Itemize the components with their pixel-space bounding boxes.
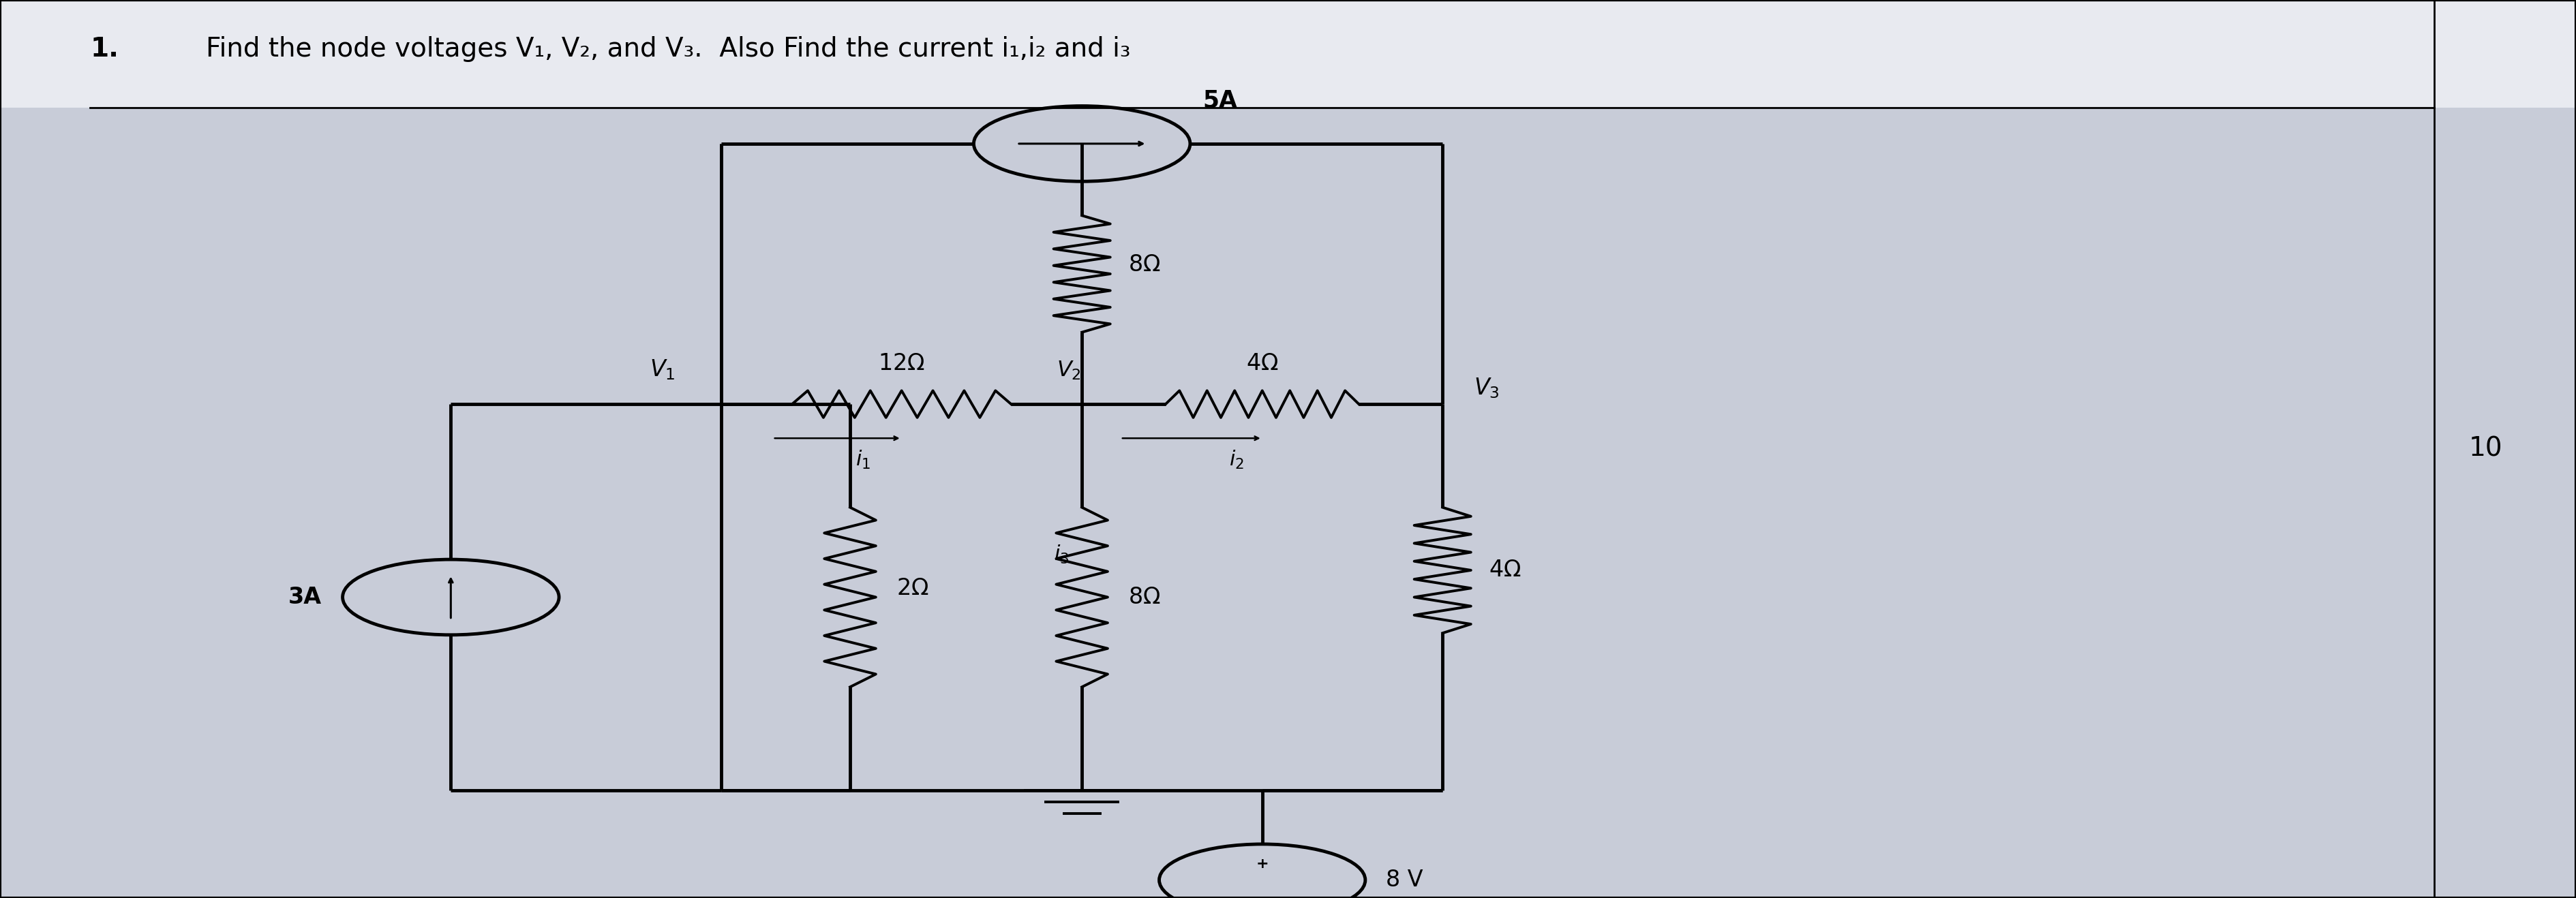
Text: $i_3$: $i_3$ xyxy=(1054,544,1069,566)
Text: −: − xyxy=(1255,890,1270,898)
Text: +: + xyxy=(1257,857,1267,871)
Text: $8\Omega$: $8\Omega$ xyxy=(1128,585,1162,609)
Text: $V_3$: $V_3$ xyxy=(1473,376,1499,400)
Text: $V_2$: $V_2$ xyxy=(1056,359,1082,382)
Text: $8\Omega$: $8\Omega$ xyxy=(1128,253,1162,277)
Text: Find the node voltages V₁, V₂, and V₃.  Also Find the current i₁,i₂ and i₃: Find the node voltages V₁, V₂, and V₃. A… xyxy=(206,37,1131,62)
Text: $12\Omega$: $12\Omega$ xyxy=(878,352,925,374)
Text: 3A: 3A xyxy=(289,585,322,609)
Text: $4\Omega$: $4\Omega$ xyxy=(1489,559,1522,582)
Text: $i_1$: $i_1$ xyxy=(855,449,871,471)
FancyBboxPatch shape xyxy=(0,0,2576,108)
Text: 5A: 5A xyxy=(1203,89,1236,112)
Text: 1.: 1. xyxy=(90,37,118,62)
Text: 10: 10 xyxy=(2468,436,2504,462)
Text: $4\Omega$: $4\Omega$ xyxy=(1247,352,1278,374)
Text: 8 V: 8 V xyxy=(1386,868,1422,892)
Text: $V_1$: $V_1$ xyxy=(649,358,675,382)
Text: $i_2$: $i_2$ xyxy=(1229,449,1244,471)
Text: $2\Omega$: $2\Omega$ xyxy=(896,577,930,600)
